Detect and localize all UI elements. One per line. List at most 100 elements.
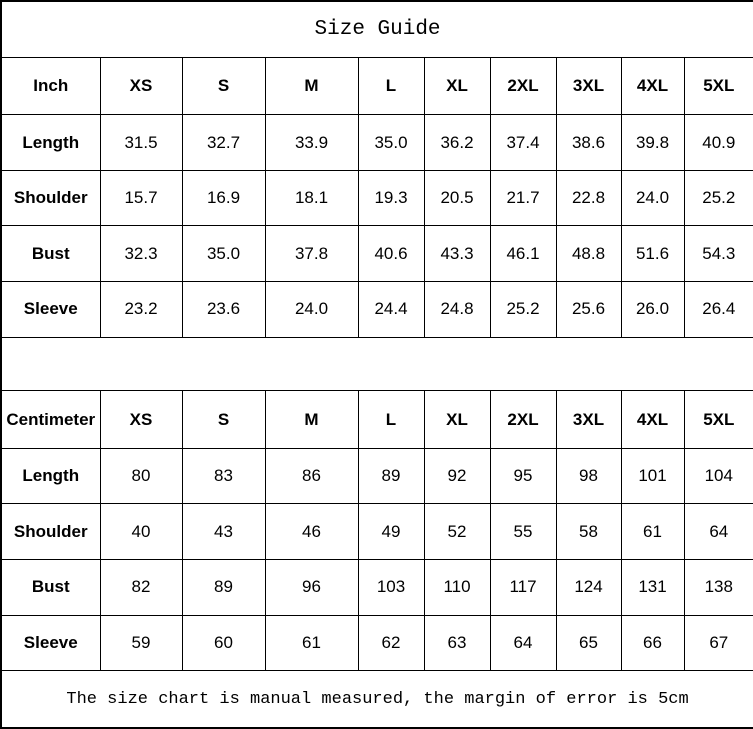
- size-header-3xl: 3XL: [555, 390, 622, 449]
- size-header-l: L: [357, 56, 425, 116]
- cell-value: 25.6: [555, 281, 622, 338]
- cell-value: 18.1: [264, 169, 359, 227]
- cell-value: 138: [683, 559, 753, 616]
- cell-value: 23.2: [99, 281, 183, 338]
- cell-value: 35.0: [181, 225, 266, 283]
- cell-value: 95: [489, 447, 557, 505]
- cell-value: 33.9: [264, 114, 359, 171]
- footer-note: The size chart is manual measured, the m…: [0, 670, 753, 729]
- cell-value: 36.2: [423, 114, 491, 171]
- cell-value: 89: [357, 447, 425, 505]
- row-label-sleeve: Sleeve: [0, 614, 101, 672]
- cell-value: 46: [264, 503, 359, 561]
- cell-value: 40.6: [357, 225, 425, 283]
- row-label-bust: Bust: [0, 225, 101, 283]
- cell-value: 54.3: [683, 225, 753, 283]
- cell-value: 59: [99, 614, 183, 672]
- size-header-xs: XS: [99, 390, 183, 449]
- cell-value: 66: [620, 614, 685, 672]
- cell-value: 104: [683, 447, 753, 505]
- size-header-4xl: 4XL: [620, 56, 685, 116]
- cell-value: 89: [181, 559, 266, 616]
- cell-value: 117: [489, 559, 557, 616]
- cell-value: 55: [489, 503, 557, 561]
- cell-value: 25.2: [683, 169, 753, 227]
- row-label-bust: Bust: [0, 559, 101, 616]
- inch-header-row: Inch XS S M L XL 2XL 3XL 4XL 5XL: [0, 56, 753, 116]
- cell-value: 64: [683, 503, 753, 561]
- cell-value: 64: [489, 614, 557, 672]
- row-label-shoulder: Shoulder: [0, 169, 101, 227]
- cell-value: 23.6: [181, 281, 266, 338]
- cell-value: 101: [620, 447, 685, 505]
- size-header-s: S: [181, 390, 266, 449]
- cell-value: 61: [620, 503, 685, 561]
- cell-value: 24.0: [264, 281, 359, 338]
- cell-value: 39.8: [620, 114, 685, 171]
- cell-value: 24.8: [423, 281, 491, 338]
- cm-unit-header: Centimeter: [0, 390, 101, 449]
- cell-value: 62: [357, 614, 425, 672]
- row-label-sleeve: Sleeve: [0, 281, 101, 338]
- cell-value: 58: [555, 503, 622, 561]
- cell-value: 61: [264, 614, 359, 672]
- cell-value: 26.4: [683, 281, 753, 338]
- size-header-2xl: 2XL: [489, 56, 557, 116]
- size-header-m: M: [264, 390, 359, 449]
- cell-value: 43: [181, 503, 266, 561]
- cell-value: 65: [555, 614, 622, 672]
- cell-value: 40: [99, 503, 183, 561]
- cell-value: 131: [620, 559, 685, 616]
- cell-value: 43.3: [423, 225, 491, 283]
- cell-value: 92: [423, 447, 491, 505]
- cell-value: 60: [181, 614, 266, 672]
- cell-value: 16.9: [181, 169, 266, 227]
- size-header-3xl: 3XL: [555, 56, 622, 116]
- row-label-length: Length: [0, 447, 101, 505]
- size-header-xl: XL: [423, 390, 491, 449]
- cell-value: 83: [181, 447, 266, 505]
- cell-value: 24.4: [357, 281, 425, 338]
- cell-value: 15.7: [99, 169, 183, 227]
- size-header-4xl: 4XL: [620, 390, 685, 449]
- cell-value: 82: [99, 559, 183, 616]
- table-gap: [0, 336, 753, 392]
- row-label-length: Length: [0, 114, 101, 171]
- cell-value: 67: [683, 614, 753, 672]
- size-header-s: S: [181, 56, 266, 116]
- cell-value: 22.8: [555, 169, 622, 227]
- cell-value: 24.0: [620, 169, 685, 227]
- cell-value: 110: [423, 559, 491, 616]
- size-header-xs: XS: [99, 56, 183, 116]
- size-header-m: M: [264, 56, 359, 116]
- size-header-l: L: [357, 390, 425, 449]
- size-header-2xl: 2XL: [489, 390, 557, 449]
- cm-bust-row: Bust 82 89 96 103 110 117 124 131 138: [0, 559, 753, 616]
- size-header-5xl: 5XL: [683, 56, 753, 116]
- cm-length-row: Length 80 83 86 89 92 95 98 101 104: [0, 447, 753, 505]
- cm-header-row: Centimeter XS S M L XL 2XL 3XL 4XL 5XL: [0, 390, 753, 449]
- cell-value: 19.3: [357, 169, 425, 227]
- cell-value: 25.2: [489, 281, 557, 338]
- cell-value: 63: [423, 614, 491, 672]
- cell-value: 52: [423, 503, 491, 561]
- cell-value: 49: [357, 503, 425, 561]
- size-header-5xl: 5XL: [683, 390, 753, 449]
- cell-value: 37.8: [264, 225, 359, 283]
- cell-value: 32.7: [181, 114, 266, 171]
- cell-value: 37.4: [489, 114, 557, 171]
- cell-value: 98: [555, 447, 622, 505]
- cell-value: 31.5: [99, 114, 183, 171]
- cell-value: 21.7: [489, 169, 557, 227]
- cell-value: 48.8: [555, 225, 622, 283]
- page-title: Size Guide: [0, 0, 753, 58]
- inch-bust-row: Bust 32.3 35.0 37.8 40.6 43.3 46.1 48.8 …: [0, 225, 753, 283]
- cell-value: 124: [555, 559, 622, 616]
- title-row: Size Guide: [0, 0, 753, 58]
- cell-value: 20.5: [423, 169, 491, 227]
- cell-value: 46.1: [489, 225, 557, 283]
- cell-value: 80: [99, 447, 183, 505]
- cell-value: 86: [264, 447, 359, 505]
